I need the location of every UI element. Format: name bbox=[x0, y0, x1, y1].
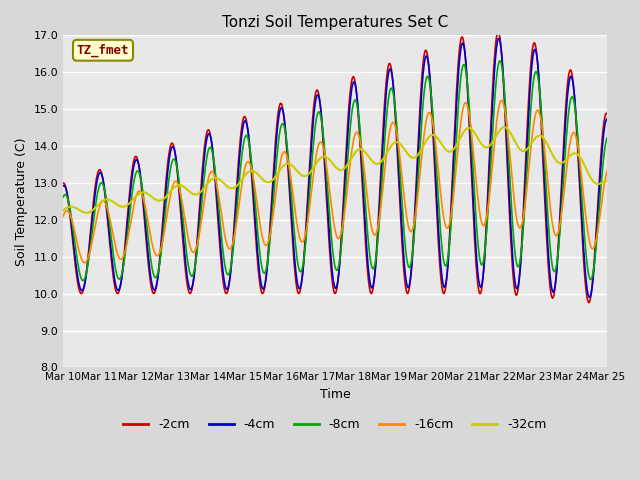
Y-axis label: Soil Temperature (C): Soil Temperature (C) bbox=[15, 137, 28, 265]
X-axis label: Time: Time bbox=[319, 388, 351, 401]
Text: TZ_fmet: TZ_fmet bbox=[77, 44, 129, 57]
Title: Tonzi Soil Temperatures Set C: Tonzi Soil Temperatures Set C bbox=[222, 15, 448, 30]
Legend: -2cm, -4cm, -8cm, -16cm, -32cm: -2cm, -4cm, -8cm, -16cm, -32cm bbox=[118, 413, 552, 436]
